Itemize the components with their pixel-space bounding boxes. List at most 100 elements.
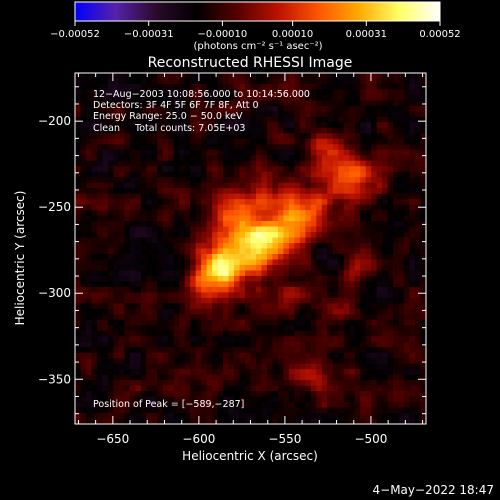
heatmap-cell	[234, 281, 241, 288]
heatmap-cell	[354, 352, 361, 359]
heatmap-cell	[239, 264, 246, 272]
heatmap-cell	[151, 160, 158, 167]
heatmap-cell	[201, 396, 208, 403]
heatmap-cell	[212, 413, 219, 420]
heatmap-cell	[239, 73, 246, 80]
heatmap-cell	[190, 369, 197, 376]
heatmap-cell	[404, 160, 411, 167]
heatmap-cell	[75, 232, 82, 239]
heatmap-cell	[294, 188, 301, 195]
heatmap-cell	[184, 275, 191, 282]
heatmap-cell	[349, 127, 356, 134]
heatmap-cell	[228, 347, 235, 354]
heatmap-cell	[157, 100, 164, 107]
heatmap-cell	[420, 171, 426, 178]
heatmap-cell	[365, 226, 372, 233]
heatmap-cell	[146, 270, 153, 277]
heatmap-cell	[409, 204, 416, 211]
heatmap-cell	[250, 199, 257, 206]
heatmap-cell	[184, 292, 191, 299]
heatmap-cell	[151, 270, 158, 277]
heatmap-cell	[277, 319, 284, 326]
heatmap-cell	[118, 193, 125, 200]
heatmap-cell	[190, 253, 197, 261]
heatmap-cell	[266, 105, 274, 112]
heatmap-cell	[135, 275, 142, 282]
heatmap-cell	[321, 391, 328, 398]
heatmap-cell	[376, 264, 383, 272]
heatmap-cell	[157, 259, 164, 266]
heatmap-cell	[272, 413, 279, 420]
heatmap-cell	[371, 171, 378, 178]
heatmap-cell	[321, 385, 328, 392]
heatmap-cell	[184, 100, 191, 107]
heatmap-cell	[365, 418, 372, 424]
heatmap-cell	[382, 78, 389, 85]
heatmap-cell	[321, 336, 328, 343]
heatmap-cell	[376, 105, 383, 112]
heatmap-cell	[343, 407, 350, 414]
heatmap-cell	[91, 144, 98, 151]
heatmap-cell	[404, 341, 411, 348]
heatmap-cell	[80, 319, 87, 326]
heatmap-cell	[321, 199, 328, 206]
heatmap-cell	[217, 402, 224, 409]
heatmap-cell	[360, 94, 367, 102]
heatmap-cell	[283, 418, 290, 424]
heatmap-cell	[85, 374, 93, 381]
heatmap-cell	[184, 133, 191, 140]
heatmap-cell	[387, 314, 394, 321]
heatmap-cell	[376, 347, 383, 354]
heatmap-cell	[124, 199, 131, 206]
heatmap-cell	[179, 144, 186, 151]
heatmap-cell	[228, 336, 235, 343]
heatmap-cell	[382, 292, 389, 299]
heatmap-cell	[228, 237, 235, 244]
heatmap-cell	[360, 232, 367, 239]
heatmap-cell	[118, 100, 125, 107]
heatmap-cell	[327, 297, 334, 304]
heatmap-cell	[294, 407, 301, 414]
heatmap-cell	[157, 160, 164, 167]
heatmap-cell	[151, 226, 158, 233]
heatmap-cell	[294, 243, 301, 250]
heatmap-cell	[179, 374, 186, 381]
heatmap-cell	[415, 297, 422, 304]
heatmap-cell	[245, 347, 252, 354]
heatmap-cell	[113, 149, 120, 156]
heatmap-cell	[327, 226, 334, 233]
heatmap-cell	[338, 358, 345, 365]
heatmap-cell	[173, 407, 180, 414]
heatmap-cell	[338, 259, 345, 266]
heatmap-cell	[250, 402, 257, 409]
heatmap-cell	[382, 330, 389, 337]
heatmap-cell	[234, 160, 241, 167]
heatmap-cell	[288, 341, 295, 348]
heatmap-cell	[217, 171, 224, 178]
heatmap-cell	[283, 363, 290, 370]
heatmap-cell	[250, 336, 257, 343]
heatmap-cell	[332, 248, 339, 255]
heatmap-cell	[365, 363, 372, 370]
heatmap-cell	[255, 325, 263, 332]
heatmap-cell	[162, 281, 169, 288]
heatmap-cell	[195, 281, 202, 288]
heatmap-cell	[371, 204, 378, 211]
heatmap-cell	[305, 73, 312, 80]
heatmap-cell	[179, 248, 186, 255]
heatmap-cell	[272, 341, 279, 348]
heatmap-cell	[332, 215, 339, 222]
heatmap-cell	[129, 188, 136, 195]
heatmap-cell	[135, 177, 142, 184]
heatmap-cell	[327, 270, 334, 277]
heatmap-cell	[151, 204, 158, 211]
heatmap-cell	[327, 155, 334, 162]
heatmap-cell	[332, 297, 339, 304]
heatmap-cell	[212, 149, 219, 156]
heatmap-cell	[376, 319, 383, 326]
heatmap-cell	[190, 363, 197, 370]
heatmap-cell	[382, 182, 389, 189]
heatmap-cell	[75, 369, 82, 376]
heatmap-cell	[371, 396, 378, 403]
heatmap-cell	[272, 73, 279, 80]
